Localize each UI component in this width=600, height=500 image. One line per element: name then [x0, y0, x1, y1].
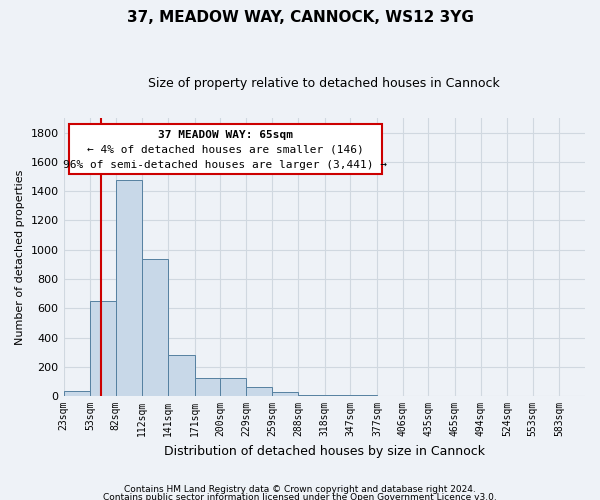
Bar: [116, 180, 142, 396]
Text: Contains public sector information licensed under the Open Government Licence v3: Contains public sector information licen…: [103, 493, 497, 500]
Bar: [220, 378, 246, 396]
Bar: [194, 378, 220, 396]
FancyBboxPatch shape: [69, 124, 382, 174]
Text: 96% of semi-detached houses are larger (3,441) →: 96% of semi-detached houses are larger (…: [63, 160, 387, 170]
Bar: [142, 258, 168, 396]
Title: Size of property relative to detached houses in Cannock: Size of property relative to detached ho…: [148, 78, 500, 90]
Bar: [168, 355, 194, 396]
Bar: [90, 301, 116, 396]
X-axis label: Distribution of detached houses by size in Cannock: Distribution of detached houses by size …: [164, 444, 485, 458]
Text: Contains HM Land Registry data © Crown copyright and database right 2024.: Contains HM Land Registry data © Crown c…: [124, 484, 476, 494]
Bar: [64, 391, 90, 396]
Text: 37, MEADOW WAY, CANNOCK, WS12 3YG: 37, MEADOW WAY, CANNOCK, WS12 3YG: [127, 10, 473, 25]
Text: 37 MEADOW WAY: 65sqm: 37 MEADOW WAY: 65sqm: [158, 130, 293, 140]
Bar: [325, 394, 350, 396]
Y-axis label: Number of detached properties: Number of detached properties: [15, 170, 25, 344]
Bar: [246, 388, 272, 396]
Bar: [298, 394, 325, 396]
Text: ← 4% of detached houses are smaller (146): ← 4% of detached houses are smaller (146…: [87, 144, 364, 154]
Bar: [350, 394, 377, 396]
Bar: [272, 392, 298, 396]
